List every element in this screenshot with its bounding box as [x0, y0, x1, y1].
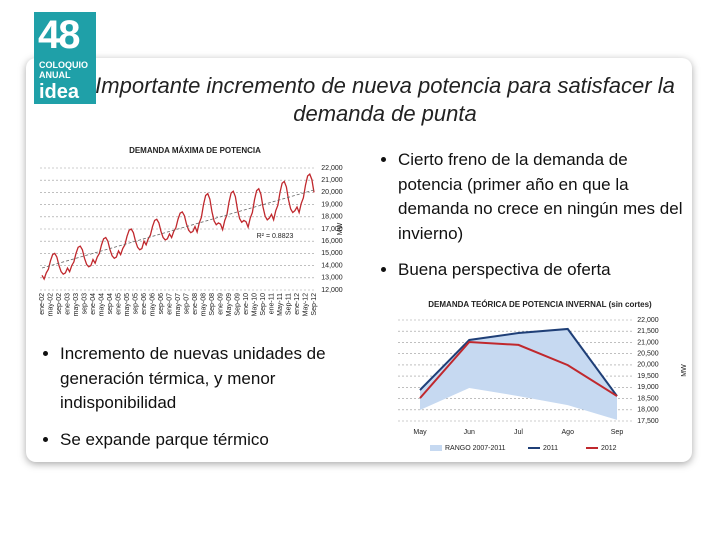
x-tick-label: Sep-09 [234, 293, 241, 316]
x-tick-label: ene-05 [115, 293, 122, 315]
x-tick-label: may-08 [200, 293, 207, 316]
x-tick-label: Jul [514, 429, 523, 436]
y-tick-label: 21,000 [321, 177, 343, 184]
slide-title: Importante incremento de nueva potencia … [95, 73, 675, 126]
x-tick-label: Sep [611, 429, 624, 436]
y-tick-label: 18,000 [637, 407, 659, 414]
y-tick-label: 17,500 [637, 418, 659, 425]
bullet-list: Cierto freno de la demanda de potencia (… [383, 148, 688, 295]
y-axis-label: MW [337, 222, 344, 235]
x-tick-label: sep-02 [56, 293, 63, 315]
x-tick-label: May-12 [302, 293, 309, 316]
x-tick-label: Sep-08 [209, 293, 216, 316]
y-tick-label: 13,000 [321, 275, 343, 282]
x-tick-label: Ago [562, 429, 575, 436]
x-tick-label: ene-09 [217, 293, 224, 315]
x-tick-label: Sep-10 [260, 293, 267, 316]
y-tick-label: 19,500 [637, 373, 659, 380]
x-tick-label: May-11 [277, 293, 284, 316]
x-tick-label: ene-07 [166, 293, 173, 315]
y-tick-label: 17,000 [321, 226, 343, 233]
series-line [419, 340, 618, 399]
bullet: Buena perspectiva de oferta [398, 258, 688, 283]
x-tick-label: Sep-11 [285, 293, 292, 315]
y-tick-label: 21,500 [637, 328, 659, 335]
x-tick-label: may-02 [47, 293, 54, 316]
y-tick-label: 19,000 [637, 384, 659, 391]
y-tick-label: 22,000 [637, 317, 659, 324]
x-tick-label: sep-04 [107, 293, 114, 315]
logo-text: COLOQUIO [39, 60, 88, 70]
legend-label: 2012 [601, 445, 617, 452]
y-tick-label: 20,000 [321, 189, 343, 196]
y-tick-label: 20,500 [637, 351, 659, 358]
x-tick-label: Sep-12 [311, 293, 318, 316]
x-tick-label: ene-03 [64, 293, 71, 315]
logo-number: 48 [38, 13, 80, 57]
y-tick-label: 20,000 [637, 362, 659, 369]
y-tick-label: 22,000 [321, 165, 343, 172]
x-tick-label: May-09 [226, 293, 233, 316]
chart-title: DEMANDA TEÓRICA DE POTENCIA INVERNAL (si… [428, 300, 652, 309]
legend-swatch [430, 445, 442, 451]
y-tick-label: 19,000 [321, 201, 343, 208]
x-tick-label: May-10 [251, 293, 258, 316]
x-tick-label: sep-05 [132, 293, 139, 315]
x-tick-label: ene-02 [39, 293, 46, 315]
x-tick-label: may-07 [175, 293, 182, 316]
logo-brand: idea [39, 81, 80, 103]
legend-label: 2011 [543, 445, 558, 452]
x-tick-label: sep-06 [158, 293, 165, 315]
x-tick-label: Jun [464, 429, 475, 436]
y-tick-label: 15,000 [321, 250, 343, 257]
bullet: Incremento de nuevas unidades de generac… [60, 342, 385, 416]
series-line [419, 327, 618, 397]
x-tick-label: sep-03 [81, 293, 88, 315]
x-tick-label: may-06 [149, 293, 156, 316]
x-tick-label: sep-07 [183, 293, 190, 315]
x-tick-label: ene-11 [268, 293, 275, 314]
logo-text: ANUAL [39, 70, 71, 80]
y-axis-label: MW [681, 364, 688, 377]
annotation: R² = 0.8823 [257, 233, 294, 240]
bullet: Se expande parque térmico [60, 428, 385, 453]
series-line [41, 173, 315, 281]
bullet-list: Incremento de nuevas unidades de generac… [45, 342, 385, 464]
x-tick-label: ene-12 [294, 293, 301, 315]
x-tick-label: May [413, 429, 427, 436]
y-tick-label: 21,000 [637, 339, 659, 346]
y-tick-label: 16,000 [321, 238, 343, 245]
y-tick-label: 14,000 [321, 262, 343, 269]
y-tick-label: 18,500 [637, 395, 659, 402]
x-tick-label: ene-06 [141, 293, 148, 315]
trend-line [41, 189, 315, 269]
chart-title: DEMANDA MÁXIMA DE POTENCIA [129, 146, 261, 155]
y-tick-label: 18,000 [321, 214, 343, 221]
x-tick-label: may-03 [73, 293, 80, 316]
x-tick-label: may-04 [98, 293, 105, 316]
logo: 48 COLOQUIO ANUAL idea [34, 12, 96, 104]
legend-label: RANGO 2007-2011 [445, 445, 506, 452]
x-tick-label: ene-10 [243, 293, 250, 315]
range-area [420, 328, 617, 420]
x-tick-label: ene-04 [90, 293, 97, 315]
bullet: Cierto freno de la demanda de potencia (… [398, 148, 688, 246]
y-tick-label: 12,000 [321, 287, 343, 294]
x-tick-label: ene-08 [192, 293, 199, 315]
x-tick-label: may-05 [124, 293, 131, 316]
